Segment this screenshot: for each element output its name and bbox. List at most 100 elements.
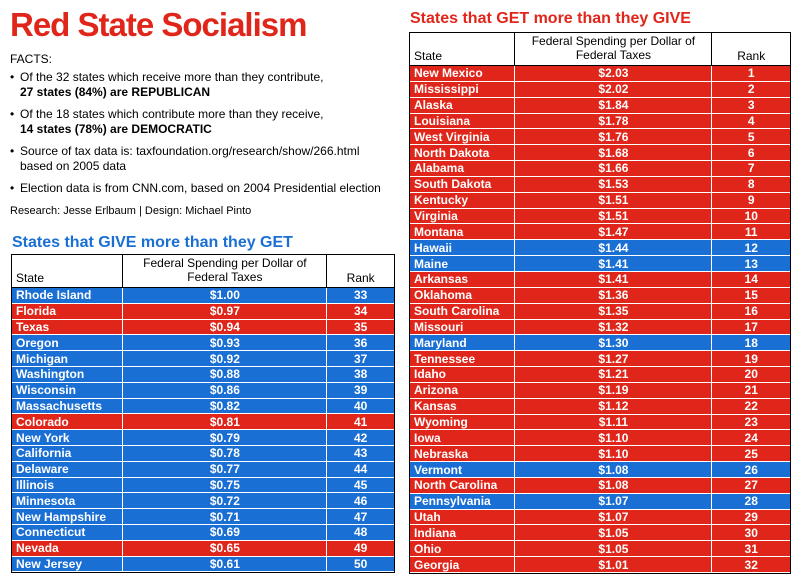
state: Maryland bbox=[410, 335, 516, 351]
state: Rhode Island bbox=[12, 288, 124, 303]
rank: 11 bbox=[744, 224, 758, 239]
column-header: Rank bbox=[346, 271, 375, 285]
rank: 41 bbox=[353, 414, 368, 429]
row: Arkansas $1.41 14 bbox=[410, 271, 790, 288]
spending: $0.69 bbox=[123, 524, 328, 540]
row: Montana $1.47 11 bbox=[410, 224, 790, 241]
page-title: Red State Socialism bbox=[10, 6, 307, 43]
row: Kentucky $1.51 9 bbox=[410, 192, 790, 209]
state: Idaho bbox=[410, 367, 516, 382]
facts-label: FACTS: bbox=[10, 52, 53, 66]
spending: $1.01 bbox=[515, 557, 713, 572]
state: Louisiana bbox=[410, 113, 516, 129]
state: New Mexico bbox=[410, 66, 516, 81]
state: New York bbox=[12, 430, 124, 445]
row: Wisconsin $0.86 39 bbox=[12, 382, 394, 399]
spending: $1.41 bbox=[515, 256, 713, 271]
row: Alaska $1.84 3 bbox=[410, 97, 790, 114]
rank: 21 bbox=[744, 383, 758, 398]
state: Kansas bbox=[410, 398, 516, 414]
fact-emphasis: 27 states (84%) are REPUBLICAN bbox=[20, 85, 211, 99]
row: Massachusetts $0.82 40 bbox=[12, 398, 394, 415]
spending: $1.08 bbox=[515, 477, 713, 493]
row: West Virginia $1.76 5 bbox=[410, 129, 790, 146]
rank: 35 bbox=[353, 319, 368, 334]
spending: $0.92 bbox=[123, 351, 328, 366]
row: Colorado $0.81 41 bbox=[12, 414, 394, 431]
rank: 7 bbox=[747, 161, 755, 176]
rank: 49 bbox=[353, 541, 368, 556]
spending: $0.94 bbox=[123, 319, 328, 335]
rank: 32 bbox=[744, 557, 758, 572]
spending: $1.66 bbox=[515, 161, 713, 176]
rank: 29 bbox=[744, 510, 758, 525]
spending: $1.10 bbox=[515, 430, 713, 446]
spending: $1.08 bbox=[515, 462, 713, 477]
fact-emphasis: 14 states (78%) are DEMOCRATIC bbox=[20, 122, 212, 136]
rank: 42 bbox=[353, 430, 368, 445]
rank: 16 bbox=[744, 304, 758, 319]
rank: 44 bbox=[353, 462, 368, 477]
credits: Research: Jesse Erlbaum | Design: Michae… bbox=[10, 205, 252, 217]
rank: 47 bbox=[353, 509, 368, 524]
spending: $1.36 bbox=[515, 287, 713, 303]
state: South Dakota bbox=[410, 176, 516, 192]
state: Ohio bbox=[410, 541, 516, 557]
state: North Carolina bbox=[410, 477, 516, 493]
spending: $1.00 bbox=[123, 288, 328, 303]
spending: $0.86 bbox=[123, 382, 328, 398]
fact-text: Election data is from CNN.com, based on … bbox=[20, 181, 381, 195]
spending: $0.97 bbox=[123, 303, 328, 319]
column-header: State bbox=[12, 255, 124, 287]
spending: $1.10 bbox=[515, 446, 713, 462]
row: Virginia $1.51 10 bbox=[410, 208, 790, 225]
spending: $1.05 bbox=[515, 525, 713, 541]
fact: Of the 32 states which receive more than… bbox=[10, 70, 395, 100]
state: Maine bbox=[410, 256, 516, 271]
state: Arizona bbox=[410, 382, 516, 398]
state: Oregon bbox=[12, 335, 124, 351]
rank: 18 bbox=[744, 335, 758, 350]
state: New Jersey bbox=[12, 556, 124, 572]
rank: 30 bbox=[744, 525, 758, 540]
spending: $0.93 bbox=[123, 335, 328, 351]
state: Florida bbox=[12, 303, 124, 319]
row: Iowa $1.10 24 bbox=[410, 430, 790, 447]
rank: 36 bbox=[353, 335, 368, 350]
state: Massachusetts bbox=[12, 398, 124, 414]
rank: 15 bbox=[744, 288, 758, 303]
spending: $0.75 bbox=[123, 477, 328, 493]
row: Indiana $1.05 30 bbox=[410, 525, 790, 542]
table-title: States that GIVE more than they GET bbox=[12, 234, 293, 251]
row: Idaho $1.21 20 bbox=[410, 367, 790, 383]
column-header: State bbox=[410, 33, 516, 65]
rank: 20 bbox=[744, 367, 758, 382]
rank: 39 bbox=[353, 383, 368, 398]
table-title: States that GET more than they GIVE bbox=[410, 10, 691, 27]
state: Montana bbox=[410, 224, 516, 240]
row: Vermont $1.08 26 bbox=[410, 462, 790, 478]
spending: $0.61 bbox=[123, 556, 328, 572]
rank: 14 bbox=[744, 272, 758, 287]
row: Oklahoma $1.36 15 bbox=[410, 287, 790, 304]
row: Washington $0.88 38 bbox=[12, 366, 394, 383]
state: Kentucky bbox=[410, 192, 516, 208]
spending: $1.44 bbox=[515, 240, 713, 256]
row: Hawaii $1.44 12 bbox=[410, 240, 790, 257]
rank: 22 bbox=[744, 399, 758, 414]
row: South Carolina $1.35 16 bbox=[410, 303, 790, 320]
state: North Dakota bbox=[410, 145, 516, 161]
rank: 4 bbox=[747, 113, 755, 128]
fact-text: Of the 18 states which contribute more t… bbox=[20, 107, 324, 121]
row: California $0.78 43 bbox=[12, 445, 394, 462]
row: New Hampshire $0.71 47 bbox=[12, 509, 394, 525]
row: Maryland $1.30 18 bbox=[410, 335, 790, 352]
state: New Hampshire bbox=[12, 509, 124, 524]
spending: $2.02 bbox=[515, 81, 713, 97]
spending: $1.68 bbox=[515, 145, 713, 161]
rank: 48 bbox=[353, 525, 368, 540]
rank: 1 bbox=[747, 66, 755, 81]
row: Arizona $1.19 21 bbox=[410, 382, 790, 399]
spending: $0.72 bbox=[123, 493, 328, 509]
spending: $0.78 bbox=[123, 445, 328, 461]
